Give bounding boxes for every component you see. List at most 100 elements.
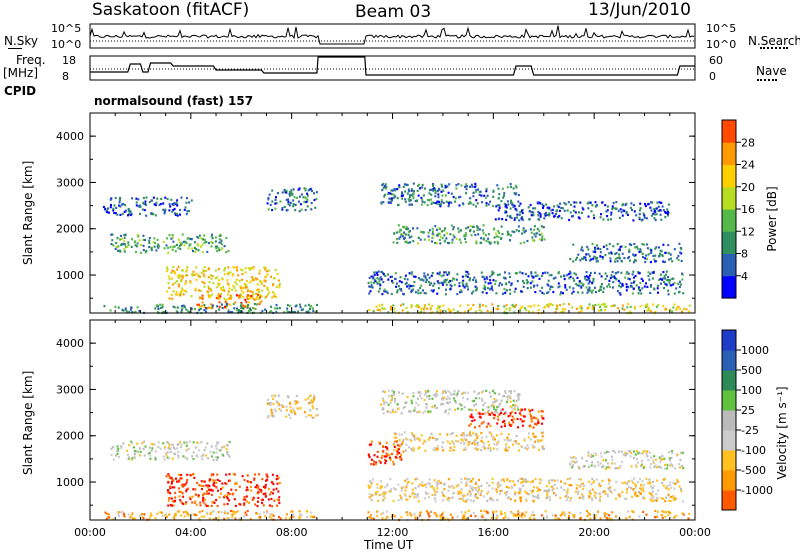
power-cb-tick-label: 28 (741, 136, 755, 149)
echo-band-2 (165, 265, 281, 301)
power-cb-swatch (722, 142, 736, 166)
velocity-cb-tick-label: 25 (741, 404, 755, 417)
panel-background (90, 320, 695, 520)
echo-band-9 (380, 389, 521, 415)
ytick-label: 4000 (56, 130, 84, 143)
xaxis-label: Time UT (364, 538, 414, 552)
nsky-label: N.Sky (4, 34, 39, 48)
beam-title: Beam 03 (355, 2, 432, 22)
freq-tick-bottom: 8 (62, 70, 69, 83)
cpid-label: CPID (4, 84, 37, 98)
velocity-cb-tick-label: -25 (741, 424, 759, 437)
freq-tick-top: 18 (62, 54, 76, 67)
xtick-label: 08:00 (276, 526, 308, 539)
echo-band-5 (367, 477, 684, 503)
velocity-cb-swatch (722, 470, 736, 491)
velocity-cb-swatch (722, 490, 736, 511)
nave-label: Nave (756, 64, 787, 78)
velocity-cb-frame (721, 329, 737, 511)
freq-unit: [MHz] (3, 66, 39, 80)
echo-band-3 (266, 394, 319, 419)
echo-band-7 (367, 270, 685, 296)
nsky-legend-line (8, 48, 22, 49)
ytick-label: 2000 (56, 223, 84, 236)
echo-band-1 (165, 472, 281, 508)
station-title: Saskatoon (fitACF) (92, 0, 250, 20)
echo-band-10 (569, 449, 685, 471)
nave-legend-line (757, 79, 777, 81)
velocity-panel: 1000 2000 3000 4000 00:00 04:00 08:00 12:00 16:0… (56, 319, 711, 539)
velocity-cb-swatch (722, 430, 736, 451)
xtick-label: 00:00 (74, 526, 106, 539)
xtick-label: 04:00 (175, 526, 207, 539)
nsearch-tick-bottom: 10^0 (706, 38, 737, 51)
power-cb-swatch (722, 120, 736, 143)
cpid-text: normalsound (fast) 157 (94, 94, 254, 108)
echo-band-6 (392, 431, 545, 452)
date-title: 13/Jun/2010 (588, 0, 691, 20)
velocity-cb-swatch (722, 410, 736, 431)
nsearch-tick-top: 10^5 (706, 22, 737, 35)
velocity-colorbar: -1000 -500 -100 -25 25 100 500 1000 (721, 329, 773, 511)
velocity-cb-tick-label: 1000 (741, 344, 769, 357)
nsearch-legend-line (760, 47, 788, 49)
nave-tick-bottom: 0 (709, 70, 716, 83)
xtick-label: 00:00 (679, 526, 711, 539)
power-panel: 1000 2000 3000 4000 (56, 112, 696, 315)
power-cb-swatch (722, 275, 736, 299)
velocity-cb-swatch (722, 370, 736, 391)
echo-band-8 (392, 224, 546, 245)
velocity-cb-tick-label: -1000 (741, 484, 773, 497)
velocity-cb-tick-label: -500 (741, 464, 766, 477)
xtick-label: 20:00 (578, 526, 610, 539)
velocity-cb-tick-label: -100 (741, 444, 766, 457)
ytick-label: 1000 (56, 476, 84, 489)
power-cb-tick-label: 8 (741, 248, 748, 261)
power-cb-tick-label: 4 (741, 270, 748, 283)
power-cb-swatch (722, 186, 736, 210)
ytick-label: 1000 (56, 269, 84, 282)
velocity-cb-tick-label: 500 (741, 364, 762, 377)
echo-band-3 (196, 293, 263, 310)
ytick-label: 2000 (56, 430, 84, 443)
xtick-label: 12:00 (377, 526, 409, 539)
echo-band-1 (102, 196, 193, 217)
power-colorbar: 4 8 12 16 20 24 28 (721, 119, 755, 299)
power-cb-tick-label: 24 (741, 159, 755, 172)
echo-band-8 (367, 440, 405, 466)
power-cb-tick-label: 12 (741, 225, 755, 238)
status-strips (89, 23, 696, 81)
echo-band-11 (569, 242, 683, 264)
ytick-label: 3000 (56, 383, 84, 396)
power-cb-tick-label: 20 (741, 181, 755, 194)
echo-band-2 (104, 509, 316, 522)
nsky-strip-frame (89, 23, 696, 49)
power-cb-swatch (722, 231, 736, 255)
power-cb-swatch (722, 253, 736, 277)
power-cb-swatch (722, 209, 736, 232)
ytick-label: 4000 (56, 337, 84, 350)
nave-tick-top: 60 (709, 54, 723, 67)
freq-label: Freq. (16, 53, 46, 67)
velocity-cb-swatch (722, 330, 736, 351)
velocity-cb-swatch (722, 450, 736, 471)
nsky-tick-top: 10^5 (51, 22, 82, 35)
power-cb-swatch (722, 164, 736, 188)
echo-band-0 (110, 440, 231, 461)
power-cb-tick-label: 16 (741, 203, 755, 216)
nsearch-label: N.Search (748, 34, 800, 48)
nsky-tick-bottom: 10^0 (51, 38, 82, 51)
freq-line (90, 56, 695, 76)
xtick-label: 16:00 (477, 526, 509, 539)
echo-band-10 (380, 182, 520, 208)
echo-band-5 (266, 187, 318, 213)
velocity-cb-swatch (722, 390, 736, 411)
echo-band-0 (110, 233, 230, 254)
nsky-line (89, 25, 695, 45)
ytick-label: 3000 (56, 176, 84, 189)
velocity-cb-swatch (722, 350, 736, 371)
echo-band-9 (494, 201, 670, 222)
freq-strip-frame (89, 55, 696, 81)
velocity-cb-tick-label: 100 (741, 384, 762, 397)
